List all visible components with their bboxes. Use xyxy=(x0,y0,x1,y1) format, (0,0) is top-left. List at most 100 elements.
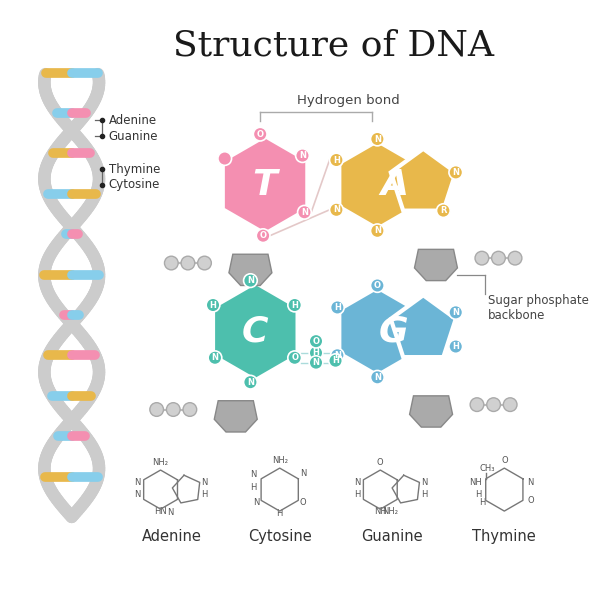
Text: Structure of DNA: Structure of DNA xyxy=(173,29,494,62)
Text: H: H xyxy=(201,490,207,499)
Circle shape xyxy=(309,346,323,360)
Circle shape xyxy=(436,204,450,217)
Circle shape xyxy=(253,127,267,141)
Circle shape xyxy=(183,403,196,416)
Text: Adenine: Adenine xyxy=(143,529,202,543)
Text: H: H xyxy=(354,490,360,499)
Circle shape xyxy=(288,351,302,365)
Circle shape xyxy=(449,166,463,179)
Text: O: O xyxy=(501,456,507,465)
Text: Hydrogen bond: Hydrogen bond xyxy=(297,94,400,106)
Circle shape xyxy=(449,305,463,319)
Text: N: N xyxy=(167,508,174,517)
Circle shape xyxy=(218,152,231,165)
Text: N: N xyxy=(452,308,459,317)
Text: Thymine: Thymine xyxy=(472,529,536,543)
Circle shape xyxy=(208,351,222,365)
Text: Cytosine: Cytosine xyxy=(248,529,312,543)
Circle shape xyxy=(330,348,344,362)
Text: C: C xyxy=(242,315,269,348)
Text: O: O xyxy=(300,498,307,507)
Circle shape xyxy=(288,298,302,312)
Text: CH₃: CH₃ xyxy=(480,464,496,473)
Text: Cytosine: Cytosine xyxy=(109,179,160,192)
Text: N: N xyxy=(201,478,207,487)
Text: N: N xyxy=(247,276,254,285)
Text: HN: HN xyxy=(154,507,167,516)
Circle shape xyxy=(370,370,384,384)
Circle shape xyxy=(487,398,501,411)
Text: N: N xyxy=(528,478,534,487)
Polygon shape xyxy=(229,254,272,285)
Text: N: N xyxy=(253,498,259,507)
Polygon shape xyxy=(414,249,457,281)
Circle shape xyxy=(206,298,220,312)
Text: O: O xyxy=(256,130,264,139)
Circle shape xyxy=(296,149,309,162)
Text: NH₂: NH₂ xyxy=(152,458,168,467)
Polygon shape xyxy=(223,136,307,234)
Circle shape xyxy=(449,340,463,353)
Text: O: O xyxy=(291,353,298,362)
Text: Adenine: Adenine xyxy=(109,114,157,127)
Text: N: N xyxy=(134,490,140,499)
Circle shape xyxy=(256,229,270,242)
Circle shape xyxy=(309,334,323,348)
Text: Guanine: Guanine xyxy=(361,529,423,543)
Text: H: H xyxy=(250,483,256,491)
Circle shape xyxy=(150,403,163,416)
Circle shape xyxy=(297,206,312,219)
Text: N: N xyxy=(134,478,140,487)
Text: O: O xyxy=(528,496,534,506)
Text: O: O xyxy=(313,337,319,346)
Text: H: H xyxy=(475,490,481,499)
Text: N: N xyxy=(300,469,307,478)
Circle shape xyxy=(330,300,344,315)
Text: N: N xyxy=(299,151,306,160)
Text: NH₂: NH₂ xyxy=(382,507,398,516)
Text: N: N xyxy=(354,478,360,487)
Polygon shape xyxy=(339,288,416,375)
Text: Thymine: Thymine xyxy=(109,163,160,176)
Polygon shape xyxy=(339,141,416,229)
Text: N: N xyxy=(333,205,340,214)
Circle shape xyxy=(475,252,489,265)
Text: N: N xyxy=(212,353,218,362)
Text: T: T xyxy=(253,168,277,202)
Text: H: H xyxy=(332,356,339,365)
Text: N: N xyxy=(421,478,427,487)
Text: H: H xyxy=(452,342,459,351)
Text: H: H xyxy=(421,490,427,499)
Polygon shape xyxy=(214,401,257,432)
Circle shape xyxy=(370,224,384,237)
Polygon shape xyxy=(390,295,456,357)
Circle shape xyxy=(329,203,343,217)
Text: NH: NH xyxy=(469,478,482,487)
Text: N: N xyxy=(247,378,254,387)
Text: Sugar phosphate
backbone: Sugar phosphate backbone xyxy=(488,294,589,323)
Circle shape xyxy=(370,132,384,146)
Text: H: H xyxy=(333,155,340,165)
Polygon shape xyxy=(213,283,297,380)
Circle shape xyxy=(329,153,343,167)
Text: N: N xyxy=(374,135,381,143)
Text: H: H xyxy=(277,509,283,518)
Text: N: N xyxy=(334,351,341,360)
Text: NH: NH xyxy=(374,507,387,516)
Text: H: H xyxy=(209,300,217,310)
Text: H: H xyxy=(313,348,319,357)
Text: N: N xyxy=(374,373,381,382)
Text: H: H xyxy=(291,300,298,310)
Circle shape xyxy=(503,398,517,411)
Circle shape xyxy=(329,354,342,368)
Circle shape xyxy=(166,403,180,416)
Circle shape xyxy=(181,256,195,270)
Text: N: N xyxy=(250,470,256,479)
Text: N: N xyxy=(374,226,381,235)
Text: NH₂: NH₂ xyxy=(272,456,288,465)
Circle shape xyxy=(244,274,257,288)
Circle shape xyxy=(370,278,384,293)
Circle shape xyxy=(244,375,257,389)
Text: Guanine: Guanine xyxy=(109,130,159,143)
Circle shape xyxy=(165,256,178,270)
